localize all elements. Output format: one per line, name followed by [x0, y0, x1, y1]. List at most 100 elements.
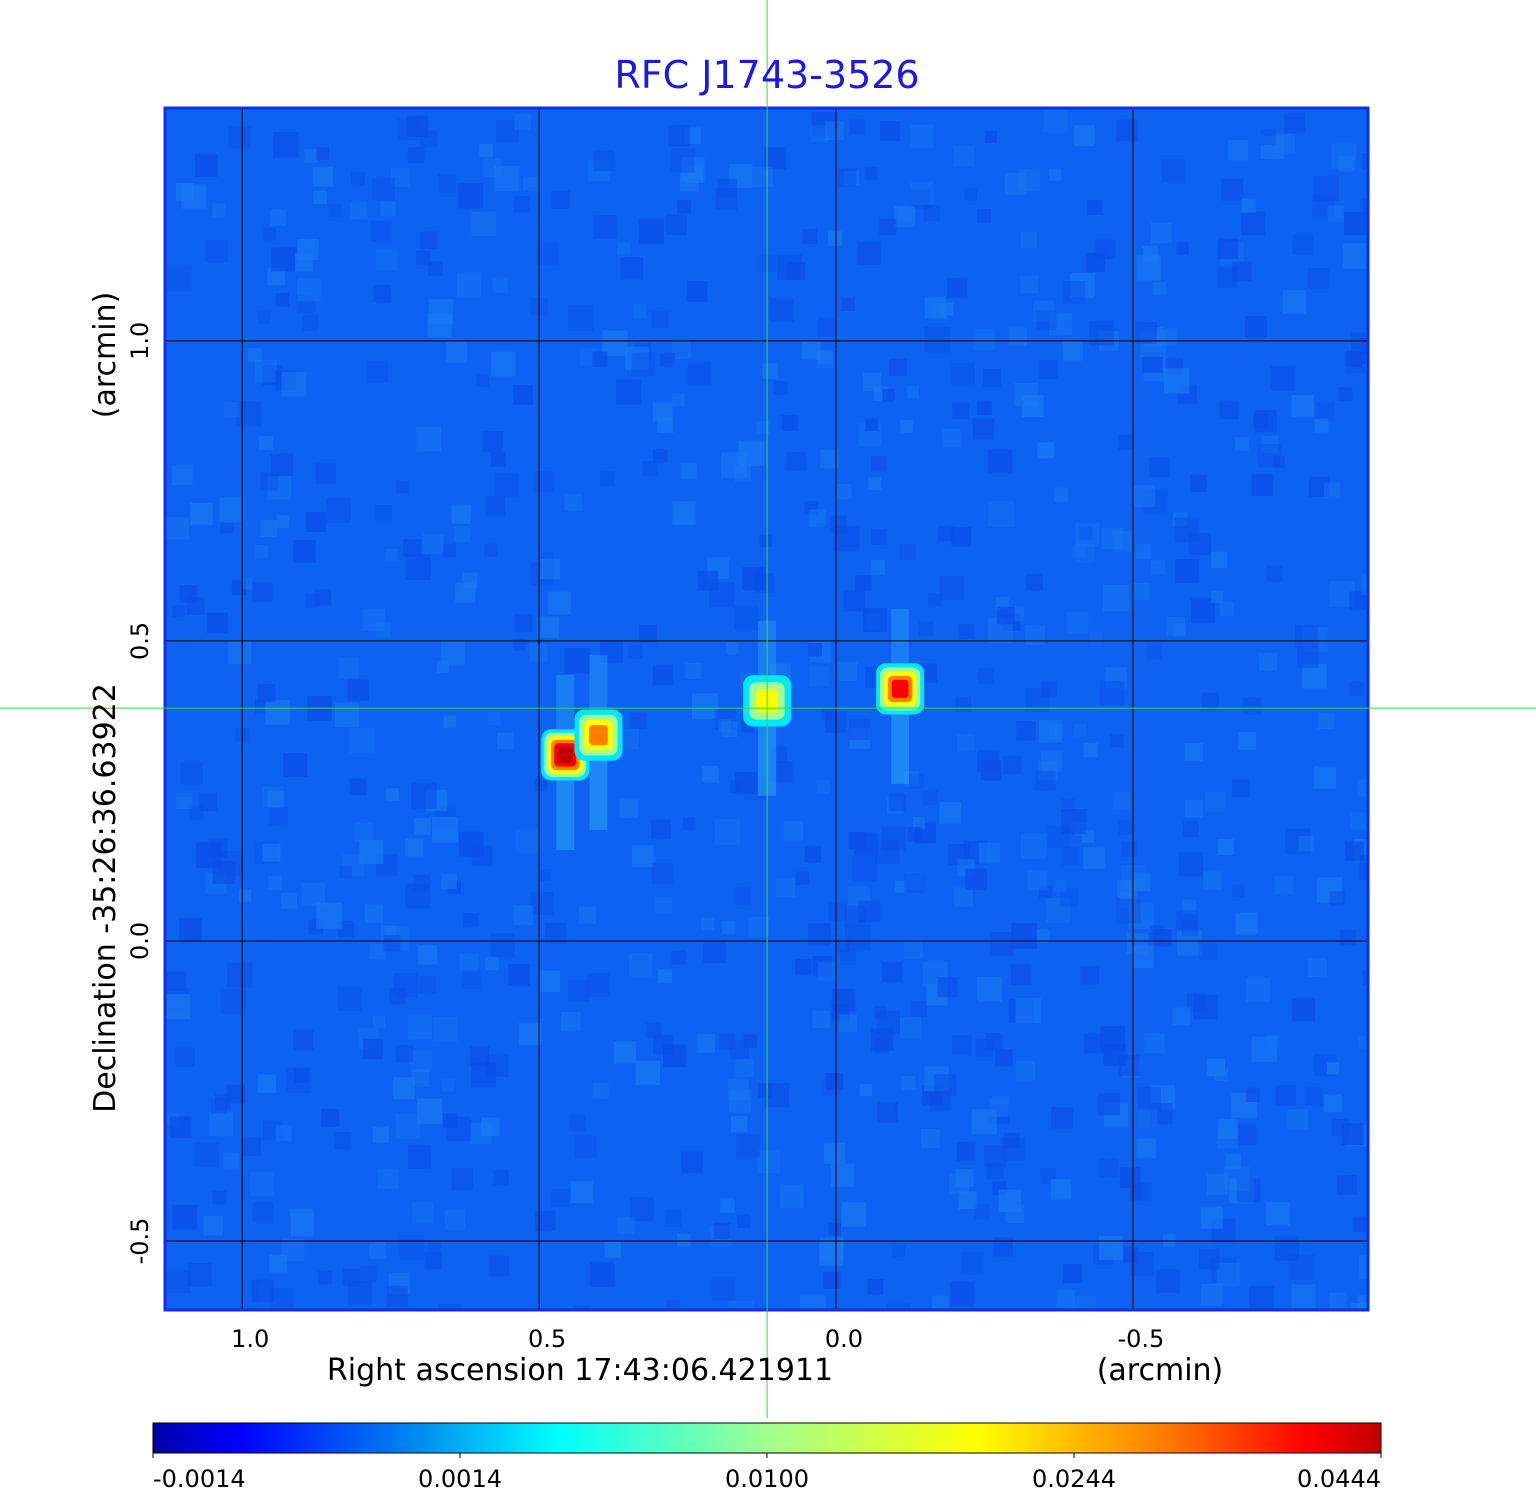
noise-pixel	[629, 712, 646, 729]
noise-pixel	[514, 113, 531, 131]
noise-pixel	[1033, 300, 1054, 322]
noise-pixel	[1190, 474, 1208, 492]
noise-pixel	[1016, 720, 1036, 741]
noise-pixel	[824, 711, 846, 733]
noise-pixel	[950, 1281, 975, 1306]
noise-pixel	[272, 132, 299, 158]
noise-pixel	[375, 622, 391, 638]
noise-pixel	[1329, 891, 1345, 907]
noise-pixel	[1039, 885, 1052, 899]
noise-pixel	[290, 1213, 315, 1237]
noise-pixel	[1309, 476, 1330, 497]
noise-pixel	[227, 962, 253, 988]
noise-pixel	[908, 773, 925, 789]
noise-pixel	[1080, 965, 1100, 985]
noise-pixel	[823, 1079, 841, 1097]
noise-pixel	[281, 371, 307, 397]
noise-pixel	[386, 1285, 408, 1307]
noise-pixel	[1062, 281, 1086, 304]
noise-pixel	[1216, 1262, 1240, 1287]
noise-pixel	[841, 297, 855, 311]
noise-pixel	[620, 257, 644, 280]
noise-pixel	[1121, 841, 1137, 857]
noise-pixel	[411, 783, 437, 809]
y-tick-label: -0.5	[126, 1218, 154, 1265]
noise-pixel	[270, 453, 294, 477]
noise-pixel	[802, 341, 821, 360]
noise-pixel	[1037, 760, 1058, 781]
noise-pixel	[574, 1135, 597, 1159]
noise-pixel	[1260, 129, 1277, 145]
noise-pixel	[364, 904, 384, 923]
noise-pixel	[769, 298, 794, 322]
noise-pixel	[1358, 1035, 1368, 1050]
noise-pixel	[1223, 1165, 1250, 1192]
noise-pixel	[1075, 543, 1095, 563]
noise-pixel	[1133, 485, 1156, 508]
noise-pixel	[428, 1241, 442, 1255]
noise-pixel	[671, 393, 685, 407]
noise-pixel	[653, 402, 673, 422]
noise-pixel	[887, 1302, 911, 1310]
noise-pixel	[1175, 558, 1200, 584]
noise-pixel	[1099, 1236, 1123, 1261]
noise-pixel	[397, 117, 420, 140]
x-tick-label: 0.0	[825, 1325, 863, 1353]
noise-pixel	[451, 504, 471, 524]
noise-pixel	[660, 352, 675, 368]
noise-pixel	[651, 311, 669, 329]
noise-texture	[165, 108, 1368, 1310]
noise-pixel	[1025, 625, 1046, 645]
noise-pixel	[617, 1216, 635, 1234]
noise-pixel	[882, 962, 903, 983]
noise-pixel	[997, 606, 1015, 625]
noise-pixel	[730, 1115, 748, 1133]
noise-pixel	[451, 1168, 473, 1190]
noise-pixel	[538, 970, 561, 992]
noise-pixel	[671, 950, 686, 965]
noise-pixel	[881, 826, 906, 851]
noise-pixel	[1053, 487, 1069, 502]
colorbar[interactable]	[152, 1422, 1382, 1454]
noise-pixel	[342, 1268, 361, 1287]
noise-pixel	[1054, 879, 1067, 892]
noise-pixel	[539, 558, 561, 579]
noise-pixel	[1357, 779, 1368, 797]
noise-pixel	[602, 330, 628, 356]
noise-pixel	[1214, 1067, 1229, 1082]
noise-pixel	[599, 470, 615, 486]
noise-pixel	[781, 415, 798, 432]
noise-pixel	[496, 120, 519, 144]
noise-pixel	[870, 529, 887, 545]
noise-pixel	[1232, 261, 1252, 282]
noise-pixel	[764, 147, 787, 170]
noise-pixel	[446, 1116, 472, 1142]
noise-pixel	[1203, 871, 1222, 890]
noise-pixel	[513, 385, 533, 405]
noise-pixel	[989, 932, 1014, 956]
chart-title: RFC J1743-3526	[614, 53, 919, 97]
noise-pixel	[389, 988, 406, 1005]
noise-pixel	[1295, 624, 1319, 648]
noise-pixel	[1002, 755, 1022, 775]
noise-pixel	[1172, 512, 1188, 527]
noise-pixel	[889, 358, 907, 377]
noise-pixel	[413, 874, 430, 892]
noise-pixel	[338, 657, 360, 679]
noise-pixel	[1201, 692, 1219, 710]
noise-pixel	[833, 525, 860, 552]
noise-pixel	[422, 533, 444, 555]
noise-pixel	[275, 1125, 292, 1142]
noise-pixel	[1136, 1138, 1157, 1159]
noise-pixel	[655, 897, 673, 915]
noise-pixel	[519, 1022, 542, 1046]
noise-pixel	[841, 1202, 866, 1227]
noise-pixel	[679, 172, 699, 192]
noise-pixel	[972, 417, 995, 440]
noise-pixel	[888, 793, 906, 812]
noise-pixel	[462, 572, 478, 588]
noise-pixel	[1079, 526, 1093, 540]
noise-pixel	[642, 461, 658, 476]
noise-pixel	[978, 842, 1000, 864]
